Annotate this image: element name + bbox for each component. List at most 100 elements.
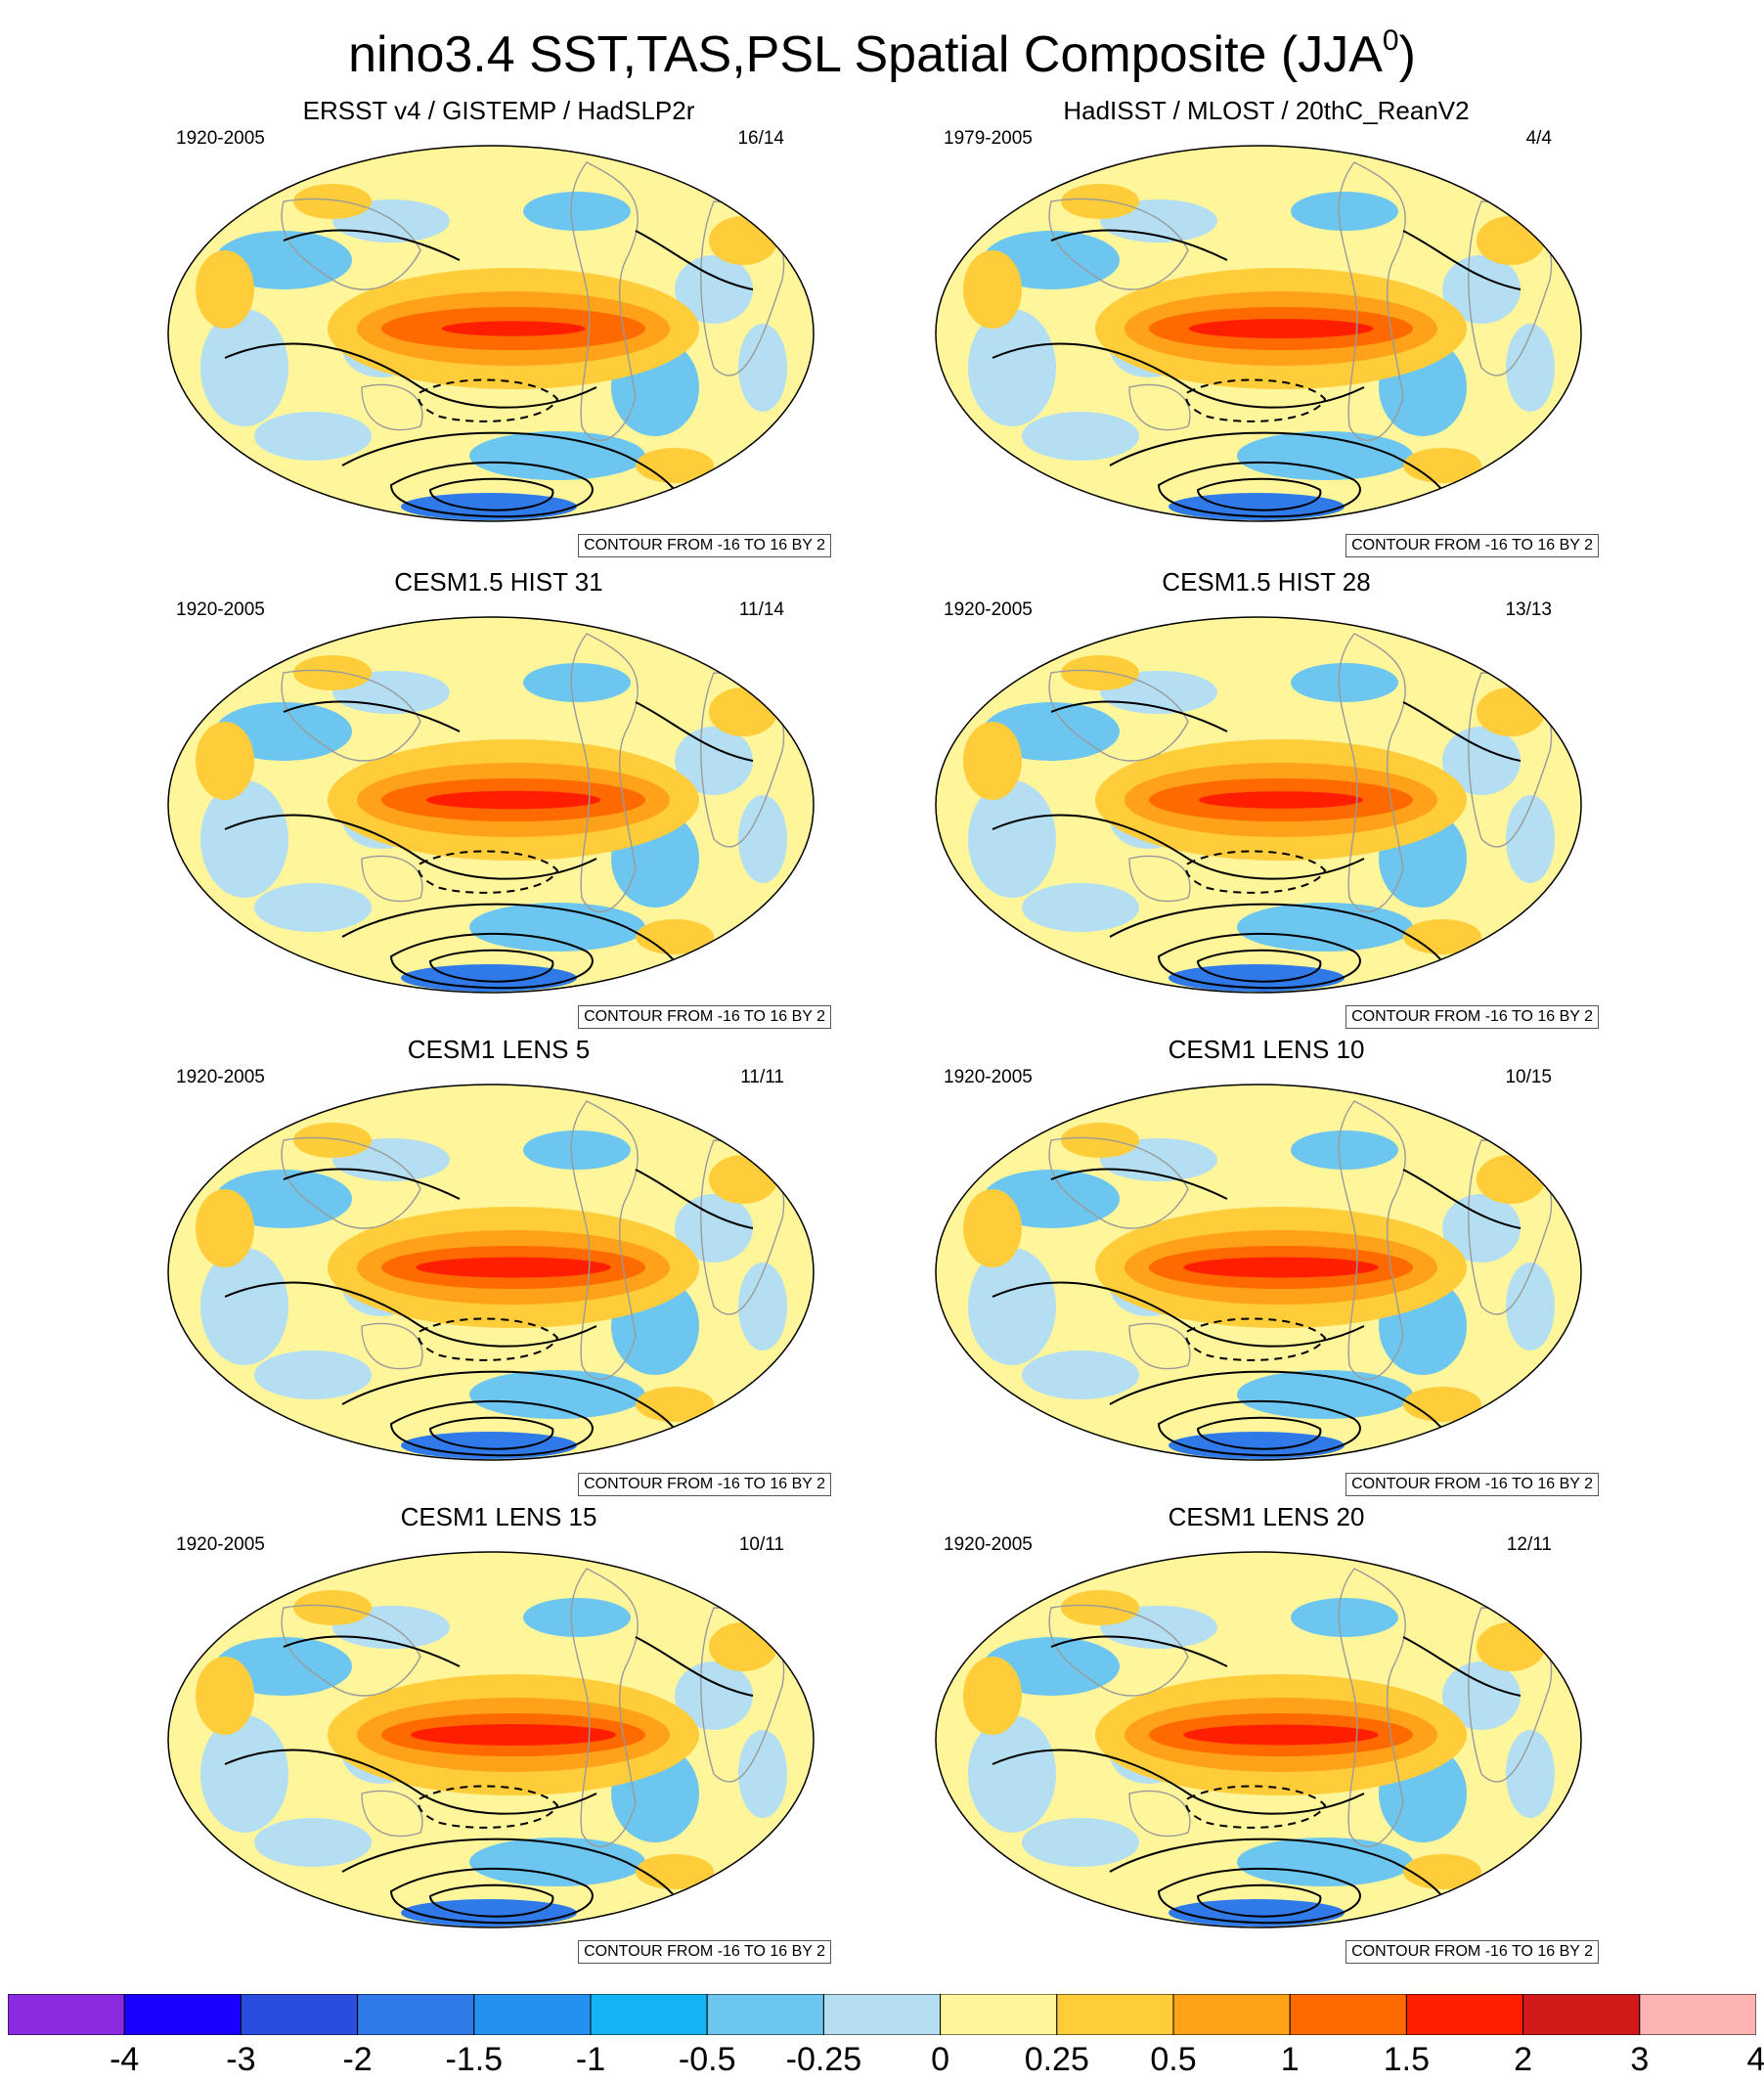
panel-period: 1920-2005: [176, 1067, 265, 1087]
warm-anomaly-region: [963, 1657, 1022, 1735]
psl-contour-positive: [428, 949, 554, 983]
panel-period: 1920-2005: [176, 599, 265, 620]
psl-contour-positive: [1157, 461, 1361, 518]
map-border: [167, 1551, 815, 1928]
coastline: [361, 383, 423, 431]
panel-title: HadISST / MLOST / 20thC_ReanV2: [1063, 96, 1470, 125]
cool-anomaly-region: [1237, 903, 1413, 952]
cool-anomaly-region: [738, 324, 787, 412]
colorbar-tick-label: 0: [931, 2041, 950, 2078]
psl-contour-positive: [992, 814, 1365, 880]
warm-anomaly-region: [293, 655, 372, 690]
warm-anomaly-region: [196, 250, 254, 329]
colorbar-labels: -4 -3 -2 -1.5 -1 -0.5 -0.25 0 0.25 0.5 1 1.5 2 3 4: [0, 2040, 1764, 2079]
panel-title: CESM1 LENS 10: [1168, 1035, 1365, 1064]
colorbar-cell: [1405, 1994, 1524, 2035]
warm-anomaly-region: [963, 722, 1022, 800]
psl-contour-positive: [1196, 477, 1322, 511]
psl-contour-positive: [283, 700, 461, 732]
cool-anomaly-region: [1022, 1351, 1139, 1399]
contour-info: CONTOUR FROM -16 TO 16 BY 2: [578, 1940, 831, 1964]
psl-contour-positive: [992, 342, 1365, 409]
cool-anomaly-region: [1237, 431, 1413, 480]
cool-anomaly-region: [254, 883, 372, 932]
psl-contour-positive: [389, 1399, 594, 1457]
warm-anomaly-region: [709, 1622, 777, 1671]
panel-count: 13/13: [1505, 599, 1552, 620]
psl-contour-positive: [224, 1281, 597, 1348]
psl-contour-positive: [1402, 1169, 1521, 1229]
coastline: [1048, 198, 1189, 290]
colorbar-cell: [822, 1994, 942, 2035]
cool-anomaly-region: [200, 1248, 288, 1365]
colorbar: [8, 1994, 1756, 2035]
cool-anomaly-region: [1506, 1730, 1555, 1818]
cool-anomaly-region: [1291, 192, 1398, 231]
psl-contour-negative: [1185, 378, 1327, 422]
map-border: [935, 1084, 1582, 1461]
psl-contour-positive: [635, 1169, 754, 1229]
warm-anomaly-region: [293, 184, 372, 219]
panel-period: 1920-2005: [176, 128, 265, 149]
warm-anomaly-region: [636, 919, 714, 954]
psl-contour-positive: [1157, 1867, 1361, 1925]
warm-anomaly-region: [1477, 216, 1545, 265]
coastline: [570, 633, 639, 913]
colorbar-cell: [1056, 1994, 1174, 2035]
contour-info: CONTOUR FROM -16 TO 16 BY 2: [1345, 1473, 1599, 1496]
cool-anomaly-region: [200, 780, 288, 898]
map-border: [935, 616, 1582, 994]
coastline: [1338, 633, 1406, 913]
psl-contour-positive: [1157, 932, 1361, 990]
psl-contour-positive: [283, 1635, 461, 1667]
psl-contour-positive: [389, 1867, 594, 1925]
panel-count: 11/14: [738, 599, 784, 620]
coastline: [361, 855, 423, 903]
psl-contour-positive: [1196, 1883, 1322, 1918]
warm-anomaly-region: [1477, 1622, 1545, 1671]
warm-anomaly-region: [1477, 1155, 1545, 1204]
cool-anomaly-region: [1022, 412, 1139, 461]
cool-anomaly-region: [968, 1715, 1056, 1833]
warm-anomaly-region: [1477, 687, 1545, 736]
cool-anomaly-region: [1237, 1838, 1413, 1886]
cool-anomaly-region: [254, 1818, 372, 1867]
panel-count: 10/15: [1505, 1067, 1552, 1087]
panel-period: 1920-2005: [944, 599, 1033, 620]
contour-info: CONTOUR FROM -16 TO 16 BY 2: [1345, 1005, 1599, 1029]
cool-anomaly-region: [675, 1194, 753, 1262]
cool-anomaly-region: [469, 431, 645, 480]
map-border: [935, 145, 1582, 522]
warm-anomaly-region: [1403, 919, 1481, 954]
panel-title: CESM1.5 HIST 31: [394, 567, 603, 597]
el-nino-warm-tongue: [1188, 319, 1374, 338]
warm-anomaly-region: [709, 216, 777, 265]
psl-contour-positive: [992, 1749, 1365, 1815]
warm-anomaly-region: [293, 1590, 372, 1625]
warm-anomaly-region: [1061, 1123, 1139, 1158]
warm-anomaly-region: [1061, 655, 1139, 690]
el-nino-warm-tongue: [425, 790, 601, 810]
warm-anomaly-region: [1061, 1590, 1139, 1625]
warm-anomaly-region: [196, 722, 254, 800]
coastline: [281, 1604, 421, 1697]
coastline: [281, 669, 421, 762]
contour-info: CONTOUR FROM -16 TO 16 BY 2: [1345, 1940, 1599, 1964]
panel-period: 1979-2005: [944, 128, 1033, 149]
panel-title: CESM1 LENS 20: [1168, 1502, 1365, 1531]
colorbar-tick-label: 3: [1630, 2041, 1650, 2078]
panel-title: CESM1 LENS 5: [407, 1035, 591, 1064]
psl-contour-negative: [418, 1317, 559, 1361]
cool-anomaly-region: [1442, 255, 1521, 324]
colorbar-tick-label: 0.25: [1024, 2041, 1089, 2078]
cool-anomaly-region: [968, 309, 1056, 426]
psl-contour-negative: [1185, 850, 1327, 894]
psl-contour-positive: [1196, 1416, 1322, 1450]
colorbar-cell: [590, 1994, 708, 2035]
coastline: [1338, 161, 1406, 442]
warm-anomaly-region: [1403, 448, 1481, 483]
coastline: [361, 1790, 423, 1838]
coastline: [1048, 1136, 1189, 1229]
coastline: [1048, 669, 1189, 762]
psl-contour-negative: [418, 850, 559, 894]
